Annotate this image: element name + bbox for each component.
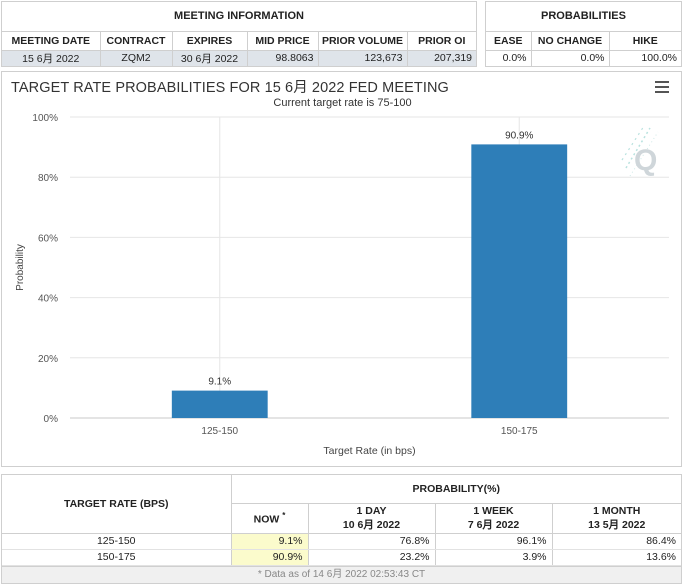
x-axis-title: Target Rate (in bps) (323, 445, 415, 457)
one-day-date: 10 6月 2022 (342, 518, 401, 531)
q-watermark-icon: Q (621, 125, 659, 177)
chart-title: TARGET RATE PROBABILITIES FOR 15 6月 2022… (11, 80, 449, 96)
ease-header: EASE (486, 31, 532, 51)
prior-oi-value: 207,319 (407, 50, 477, 66)
meeting-date-value: 15 6月 2022 (2, 50, 101, 66)
target-rate-header: TARGET RATE (BPS) (2, 475, 232, 534)
meeting-information-title: MEETING INFORMATION (2, 2, 477, 32)
rate-cell: 150-175 (2, 549, 232, 566)
probability-header: PROBABILITY(%) (231, 475, 681, 504)
x-tick-label: 150-175 (501, 426, 538, 437)
one-day-cell: 76.8% (308, 533, 436, 550)
one-week-header: 1 WEEK 7 6月 2022 (435, 503, 553, 534)
y-tick-label: 40% (38, 294, 58, 305)
probabilities-row: 0.0% 0.0% 100.0% (486, 50, 681, 66)
one-week-label: 1 WEEK (473, 504, 514, 517)
now-marker: * (282, 510, 286, 520)
now-cell: 9.1% (231, 533, 309, 550)
no-change-value: 0.0% (531, 50, 610, 66)
data-timestamp-footnote: * Data as of 14 6月 2022 02:53:43 CT (2, 565, 681, 583)
meeting-row: 15 6月 2022 ZQM2 30 6月 2022 98.8063 123,6… (2, 50, 477, 66)
hike-header: HIKE (609, 31, 682, 51)
mid-price-header: MID PRICE (247, 31, 319, 51)
probabilities-panel: PROBABILITIES EASE NO CHANGE HIKE 0.0% 0… (485, 1, 682, 67)
chart-panel: 0% 20% 40% 60% 80% 100% 9.1% 125-150 90.9% 150-17… (1, 71, 682, 467)
meeting-date-header: MEETING DATE (2, 31, 101, 51)
expires-value: 30 6月 2022 (172, 50, 248, 66)
one-month-cell: 86.4% (552, 533, 681, 550)
meeting-information-panel: MEETING INFORMATION MEETING DATE CONTRAC… (1, 1, 477, 67)
mid-price-value: 98.8063 (247, 50, 319, 66)
one-day-label: 1 DAY (356, 504, 387, 517)
one-month-header: 1 MONTH 13 5月 2022 (552, 503, 681, 534)
svg-text:Q: Q (634, 144, 657, 177)
hike-value: 100.0% (641, 52, 678, 65)
prior-volume-header: PRIOR VOLUME (318, 31, 408, 51)
rate-cell: 125-150 (2, 533, 232, 550)
now-header: NOW * (231, 503, 309, 534)
probabilities-table: PROBABILITIES EASE NO CHANGE HIKE 0.0% 0… (486, 2, 682, 66)
y-tick-label: 0% (44, 414, 59, 425)
y-tick-label: 20% (38, 354, 58, 365)
meeting-information-table: MEETING INFORMATION MEETING DATE CONTRAC… (2, 2, 477, 66)
probability-history-panel: TARGET RATE (BPS) PROBABILITY(%) NOW * 1… (1, 474, 682, 584)
one-month-label: 1 MONTH (593, 504, 641, 517)
one-day-header: 1 DAY 10 6月 2022 (308, 503, 436, 534)
bar-chart: 0% 20% 40% 60% 80% 100% 9.1% 125-150 90.9% 150-17… (15, 113, 669, 457)
y-tick-label: 80% (38, 173, 58, 184)
hamburger-menu-icon[interactable] (655, 81, 669, 93)
one-month-cell: 13.6% (552, 549, 681, 566)
one-week-cell: 96.1% (435, 533, 553, 550)
prior-volume-value: 123,673 (318, 50, 408, 66)
data-label: 90.9% (505, 130, 533, 141)
contract-value: ZQM2 (100, 50, 173, 66)
one-day-cell: 23.2% (308, 549, 436, 566)
now-cell: 90.9% (231, 549, 309, 566)
prior-oi-header: PRIOR OI (407, 31, 477, 51)
data-label: 9.1% (208, 377, 231, 388)
ease-value: 0.0% (486, 50, 532, 66)
now-label: NOW (253, 513, 280, 526)
y-tick-label: 100% (32, 113, 58, 124)
one-week-cell: 3.9% (435, 549, 553, 566)
contract-header: CONTRACT (100, 31, 173, 51)
expires-header: EXPIRES (172, 31, 248, 51)
table-row: 125-150 9.1% 76.8% 96.1% 86.4% (2, 533, 681, 550)
one-week-date: 7 6月 2022 (467, 518, 520, 531)
chart-subtitle: Current target rate is 75-100 (273, 97, 412, 109)
x-tick-label: 125-150 (201, 426, 238, 437)
probability-history-table: TARGET RATE (BPS) PROBABILITY(%) NOW * 1… (2, 475, 681, 566)
table-row: 150-175 90.9% 23.2% 3.9% 13.6% (2, 549, 681, 566)
y-tick-label: 60% (38, 233, 58, 244)
probabilities-title: PROBABILITIES (486, 2, 682, 32)
y-axis-title: Probability (15, 244, 26, 291)
bar (471, 144, 568, 418)
bar (171, 390, 268, 418)
one-month-date: 13 5月 2022 (588, 518, 646, 531)
no-change-header: NO CHANGE (531, 31, 610, 51)
